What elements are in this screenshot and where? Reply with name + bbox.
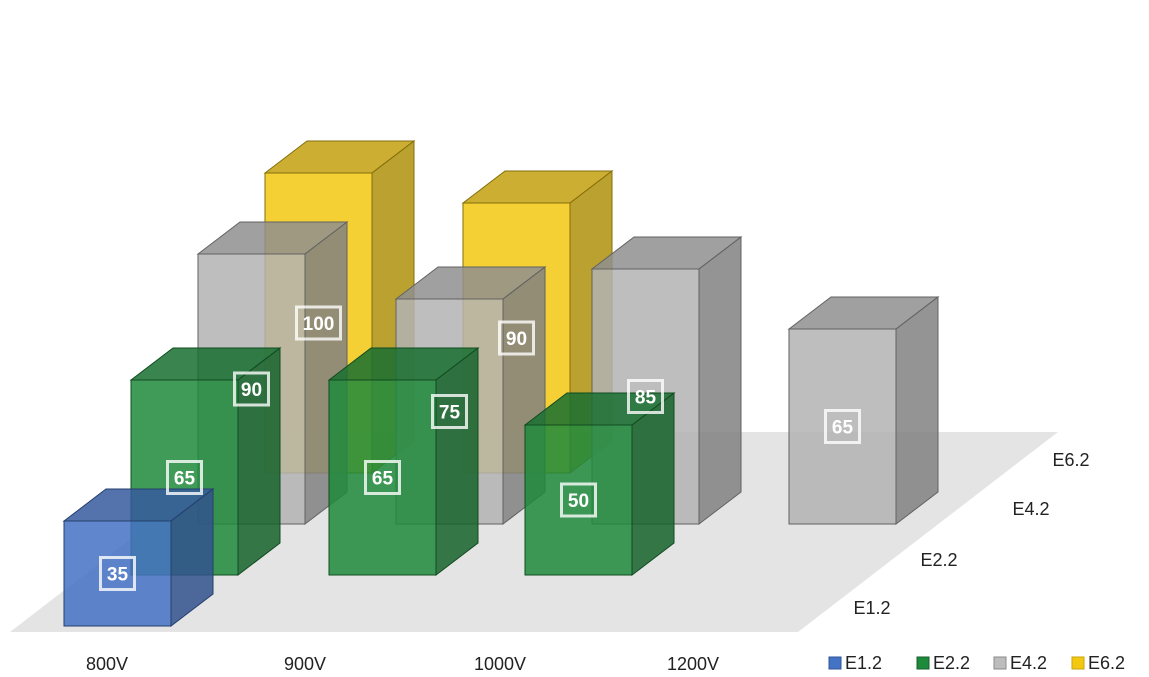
bar bbox=[787, 295, 940, 526]
data-label-text: 65 bbox=[372, 469, 394, 490]
data-label-frame bbox=[431, 394, 468, 429]
x-tick-label: 1000V bbox=[474, 654, 526, 674]
data-label-frame bbox=[99, 556, 136, 591]
data-label-text: 90 bbox=[506, 329, 527, 350]
data-label-frame bbox=[498, 320, 535, 356]
data-label: 85 bbox=[627, 379, 664, 414]
data-label: 90 bbox=[233, 371, 270, 407]
legend-swatch bbox=[993, 656, 1007, 670]
data-label-text: 75 bbox=[439, 403, 461, 424]
data-label-text: 90 bbox=[241, 380, 262, 401]
data-label: 65 bbox=[364, 460, 401, 495]
data-label-frame bbox=[824, 409, 861, 444]
legend-label: E4.2 bbox=[1010, 653, 1047, 673]
legend-swatch bbox=[828, 656, 842, 670]
legend-swatch bbox=[916, 656, 930, 670]
legend-label: E1.2 bbox=[845, 653, 882, 673]
legend-item: E1.2 bbox=[828, 653, 882, 673]
data-labels: 100 90 90 75 85 65 65 65 50 35 bbox=[99, 305, 861, 591]
legend-label: E6.2 bbox=[1088, 653, 1125, 673]
data-label-frame bbox=[364, 460, 401, 495]
data-label-text: 85 bbox=[635, 388, 657, 409]
depth-axis-label: E1.2 bbox=[853, 598, 890, 618]
data-label-frame bbox=[627, 379, 664, 414]
data-label-text: 100 bbox=[303, 314, 335, 335]
data-label: 35 bbox=[99, 556, 136, 591]
legend: E1.2 E2.2 E4.2 E6.2 bbox=[828, 653, 1125, 673]
data-label-text: 35 bbox=[107, 565, 129, 586]
data-label-frame bbox=[560, 482, 597, 518]
bar bbox=[523, 391, 676, 577]
data-label: 75 bbox=[431, 394, 468, 429]
data-label-frame bbox=[233, 371, 270, 407]
legend-item: E4.2 bbox=[993, 653, 1047, 673]
legend-label: E2.2 bbox=[933, 653, 970, 673]
legend-item: E6.2 bbox=[1071, 653, 1125, 673]
bars bbox=[62, 139, 940, 628]
data-label: 65 bbox=[166, 460, 203, 495]
data-label: 50 bbox=[560, 482, 597, 518]
x-tick-label: 900V bbox=[284, 654, 326, 674]
data-label-frame bbox=[295, 305, 342, 341]
data-label-text: 50 bbox=[568, 491, 589, 512]
data-label-text: 65 bbox=[832, 418, 854, 439]
bar bbox=[327, 346, 480, 577]
legend-item: E2.2 bbox=[916, 653, 970, 673]
data-label-frame bbox=[166, 460, 203, 495]
x-tick-label: 800V bbox=[86, 654, 128, 674]
x-tick-label: 1200V bbox=[667, 654, 719, 674]
data-label: 65 bbox=[824, 409, 861, 444]
legend-swatch bbox=[1071, 656, 1085, 670]
bar bbox=[62, 487, 215, 628]
data-label: 90 bbox=[498, 320, 535, 356]
data-label: 100 bbox=[295, 305, 342, 341]
depth-axis-label: E2.2 bbox=[920, 550, 957, 570]
depth-axis-label: E6.2 bbox=[1052, 450, 1089, 470]
depth-axis-label: E4.2 bbox=[1012, 499, 1049, 519]
data-label-text: 65 bbox=[174, 469, 196, 490]
